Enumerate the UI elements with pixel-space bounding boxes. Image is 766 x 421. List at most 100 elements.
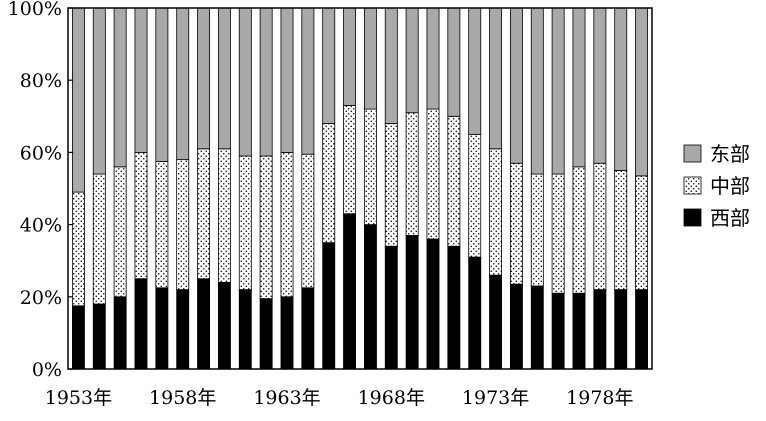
bar-segment-西部-1967年: [363, 224, 377, 370]
y-tick-label: 20%: [20, 287, 62, 309]
bar-segment-东部-1977年: [572, 7, 586, 168]
bar-segment-中部-1959年: [197, 148, 211, 280]
bar-segment-中部-1971年: [447, 115, 461, 247]
bar-segment-东部-1978年: [593, 7, 607, 164]
bar-segment-中部-1970年: [426, 108, 440, 240]
bar-segment-西部-1966年: [343, 213, 357, 370]
bar-segment-东部-1968年: [384, 7, 398, 124]
y-tick-label: 60%: [20, 142, 62, 164]
bar-segment-西部-1970年: [426, 238, 440, 370]
bar-segment-中部-1953年: [71, 191, 85, 307]
legend-swatch-东部: [683, 144, 702, 163]
bar-segment-西部-1975年: [530, 285, 544, 370]
bar-segment-中部-1963年: [280, 151, 294, 298]
bar-segment-中部-1958年: [176, 159, 190, 290]
bar-segment-东部-1962年: [259, 7, 273, 157]
bar-segment-中部-1976年: [551, 173, 565, 294]
y-tick-label: 80%: [20, 70, 62, 92]
legend-swatch-中部: [683, 176, 702, 195]
bar-segment-东部-1975年: [530, 7, 544, 175]
bar-segment-东部-1967年: [363, 7, 377, 110]
axes-layer: 0% 20% 40% 60% 80% 100% 1953年 1958年 1963年 1968年 19…: [8, 0, 653, 409]
bar-segment-东部-1980年: [635, 7, 649, 177]
bar-segment-中部-1956年: [134, 151, 148, 280]
bar-segment-西部-1977年: [572, 292, 586, 370]
legend-label-东部: 东部: [710, 142, 750, 166]
bar-segment-西部-1980年: [635, 289, 649, 370]
bar-segment-东部-1955年: [113, 7, 127, 168]
bar-segment-东部-1961年: [238, 7, 252, 157]
bar-segment-西部-1965年: [322, 242, 336, 370]
bar-segment-东部-1954年: [92, 7, 106, 175]
x-tick-label: 1963年: [253, 387, 320, 409]
bar-segment-西部-1964年: [301, 287, 315, 370]
bars-layer: [71, 7, 649, 370]
bar-segment-西部-1962年: [259, 298, 273, 370]
bar-segment-东部-1963年: [280, 7, 294, 153]
y-tick-label: 0%: [32, 359, 62, 381]
bar-segment-中部-1955年: [113, 166, 127, 298]
bar-segment-西部-1953年: [71, 305, 85, 370]
bar-segment-西部-1972年: [468, 256, 482, 370]
x-tick-label: 1968年: [358, 387, 425, 409]
bar-segment-中部-1965年: [322, 123, 336, 244]
bar-segment-西部-1954年: [92, 303, 106, 370]
bar-segment-中部-1973年: [489, 148, 503, 276]
bar-segment-中部-1969年: [405, 112, 419, 236]
bar-segment-中部-1961年: [238, 155, 252, 290]
y-tick-label: 40%: [20, 215, 62, 237]
bar-segment-中部-1975年: [530, 173, 544, 287]
bar-segment-中部-1978年: [593, 162, 607, 290]
bar-segment-东部-1956年: [134, 7, 148, 153]
bar-segment-东部-1953年: [71, 7, 85, 193]
bar-segment-西部-1955年: [113, 296, 127, 370]
bar-segment-东部-1970年: [426, 7, 440, 110]
bar-segment-东部-1958年: [176, 7, 190, 161]
bar-segment-西部-1961年: [238, 289, 252, 370]
plot-frame: [67, 7, 653, 370]
x-tick-label: 1973年: [462, 387, 529, 409]
bar-segment-东部-1972年: [468, 7, 482, 135]
bar-segment-中部-1968年: [384, 123, 398, 247]
bar-segment-东部-1971年: [447, 7, 461, 117]
bar-segment-东部-1979年: [614, 7, 628, 171]
bar-segment-东部-1960年: [217, 7, 231, 150]
bar-segment-西部-1958年: [176, 289, 190, 370]
legend-label-西部: 西部: [710, 206, 750, 230]
bar-segment-西部-1963年: [280, 296, 294, 370]
bar-segment-东部-1969年: [405, 7, 419, 114]
bar-segment-中部-1964年: [301, 153, 315, 289]
bar-segment-中部-1962年: [259, 155, 273, 299]
bar-segment-西部-1968年: [384, 245, 398, 370]
bar-segment-西部-1959年: [197, 278, 211, 370]
y-tick-label: 100%: [8, 0, 62, 20]
bar-segment-东部-1965年: [322, 7, 336, 124]
bar-segment-东部-1976年: [551, 7, 565, 175]
x-tick-label: 1953年: [45, 387, 112, 409]
bar-segment-东部-1957年: [155, 7, 169, 162]
bar-segment-西部-1976年: [551, 292, 565, 370]
bar-segment-西部-1974年: [509, 283, 523, 370]
legend-label-中部: 中部: [710, 174, 750, 198]
bar-segment-中部-1979年: [614, 170, 628, 290]
bar-segment-西部-1969年: [405, 235, 419, 370]
bar-segment-西部-1979年: [614, 289, 628, 370]
bar-segment-中部-1967年: [363, 108, 377, 225]
bar-segment-中部-1980年: [635, 175, 649, 290]
bar-segment-东部-1974年: [509, 7, 523, 164]
bar-segment-中部-1972年: [468, 133, 482, 258]
bar-segment-中部-1974年: [509, 162, 523, 285]
bar-segment-中部-1977年: [572, 166, 586, 294]
bar-segment-中部-1954年: [92, 173, 106, 305]
bar-segment-西部-1960年: [217, 281, 231, 370]
x-tick-label: 1958年: [149, 387, 216, 409]
bar-segment-西部-1956年: [134, 278, 148, 370]
bar-segment-西部-1957年: [155, 287, 169, 370]
bar-segment-中部-1966年: [343, 105, 357, 215]
bar-segment-东部-1959年: [197, 7, 211, 150]
bar-segment-中部-1960年: [217, 148, 231, 283]
bar-segment-东部-1964年: [301, 7, 315, 155]
